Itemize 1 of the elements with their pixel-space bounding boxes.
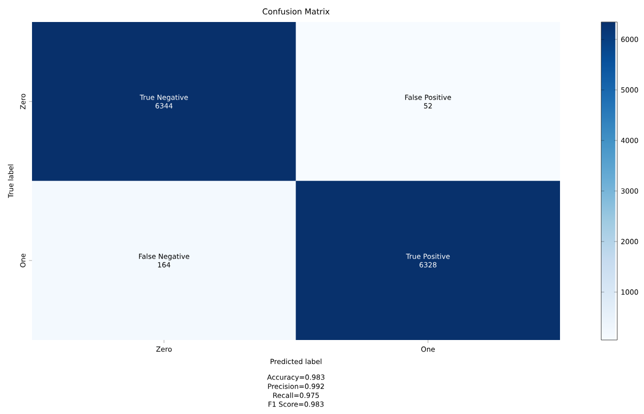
chart-title: Confusion Matrix (262, 8, 330, 14)
